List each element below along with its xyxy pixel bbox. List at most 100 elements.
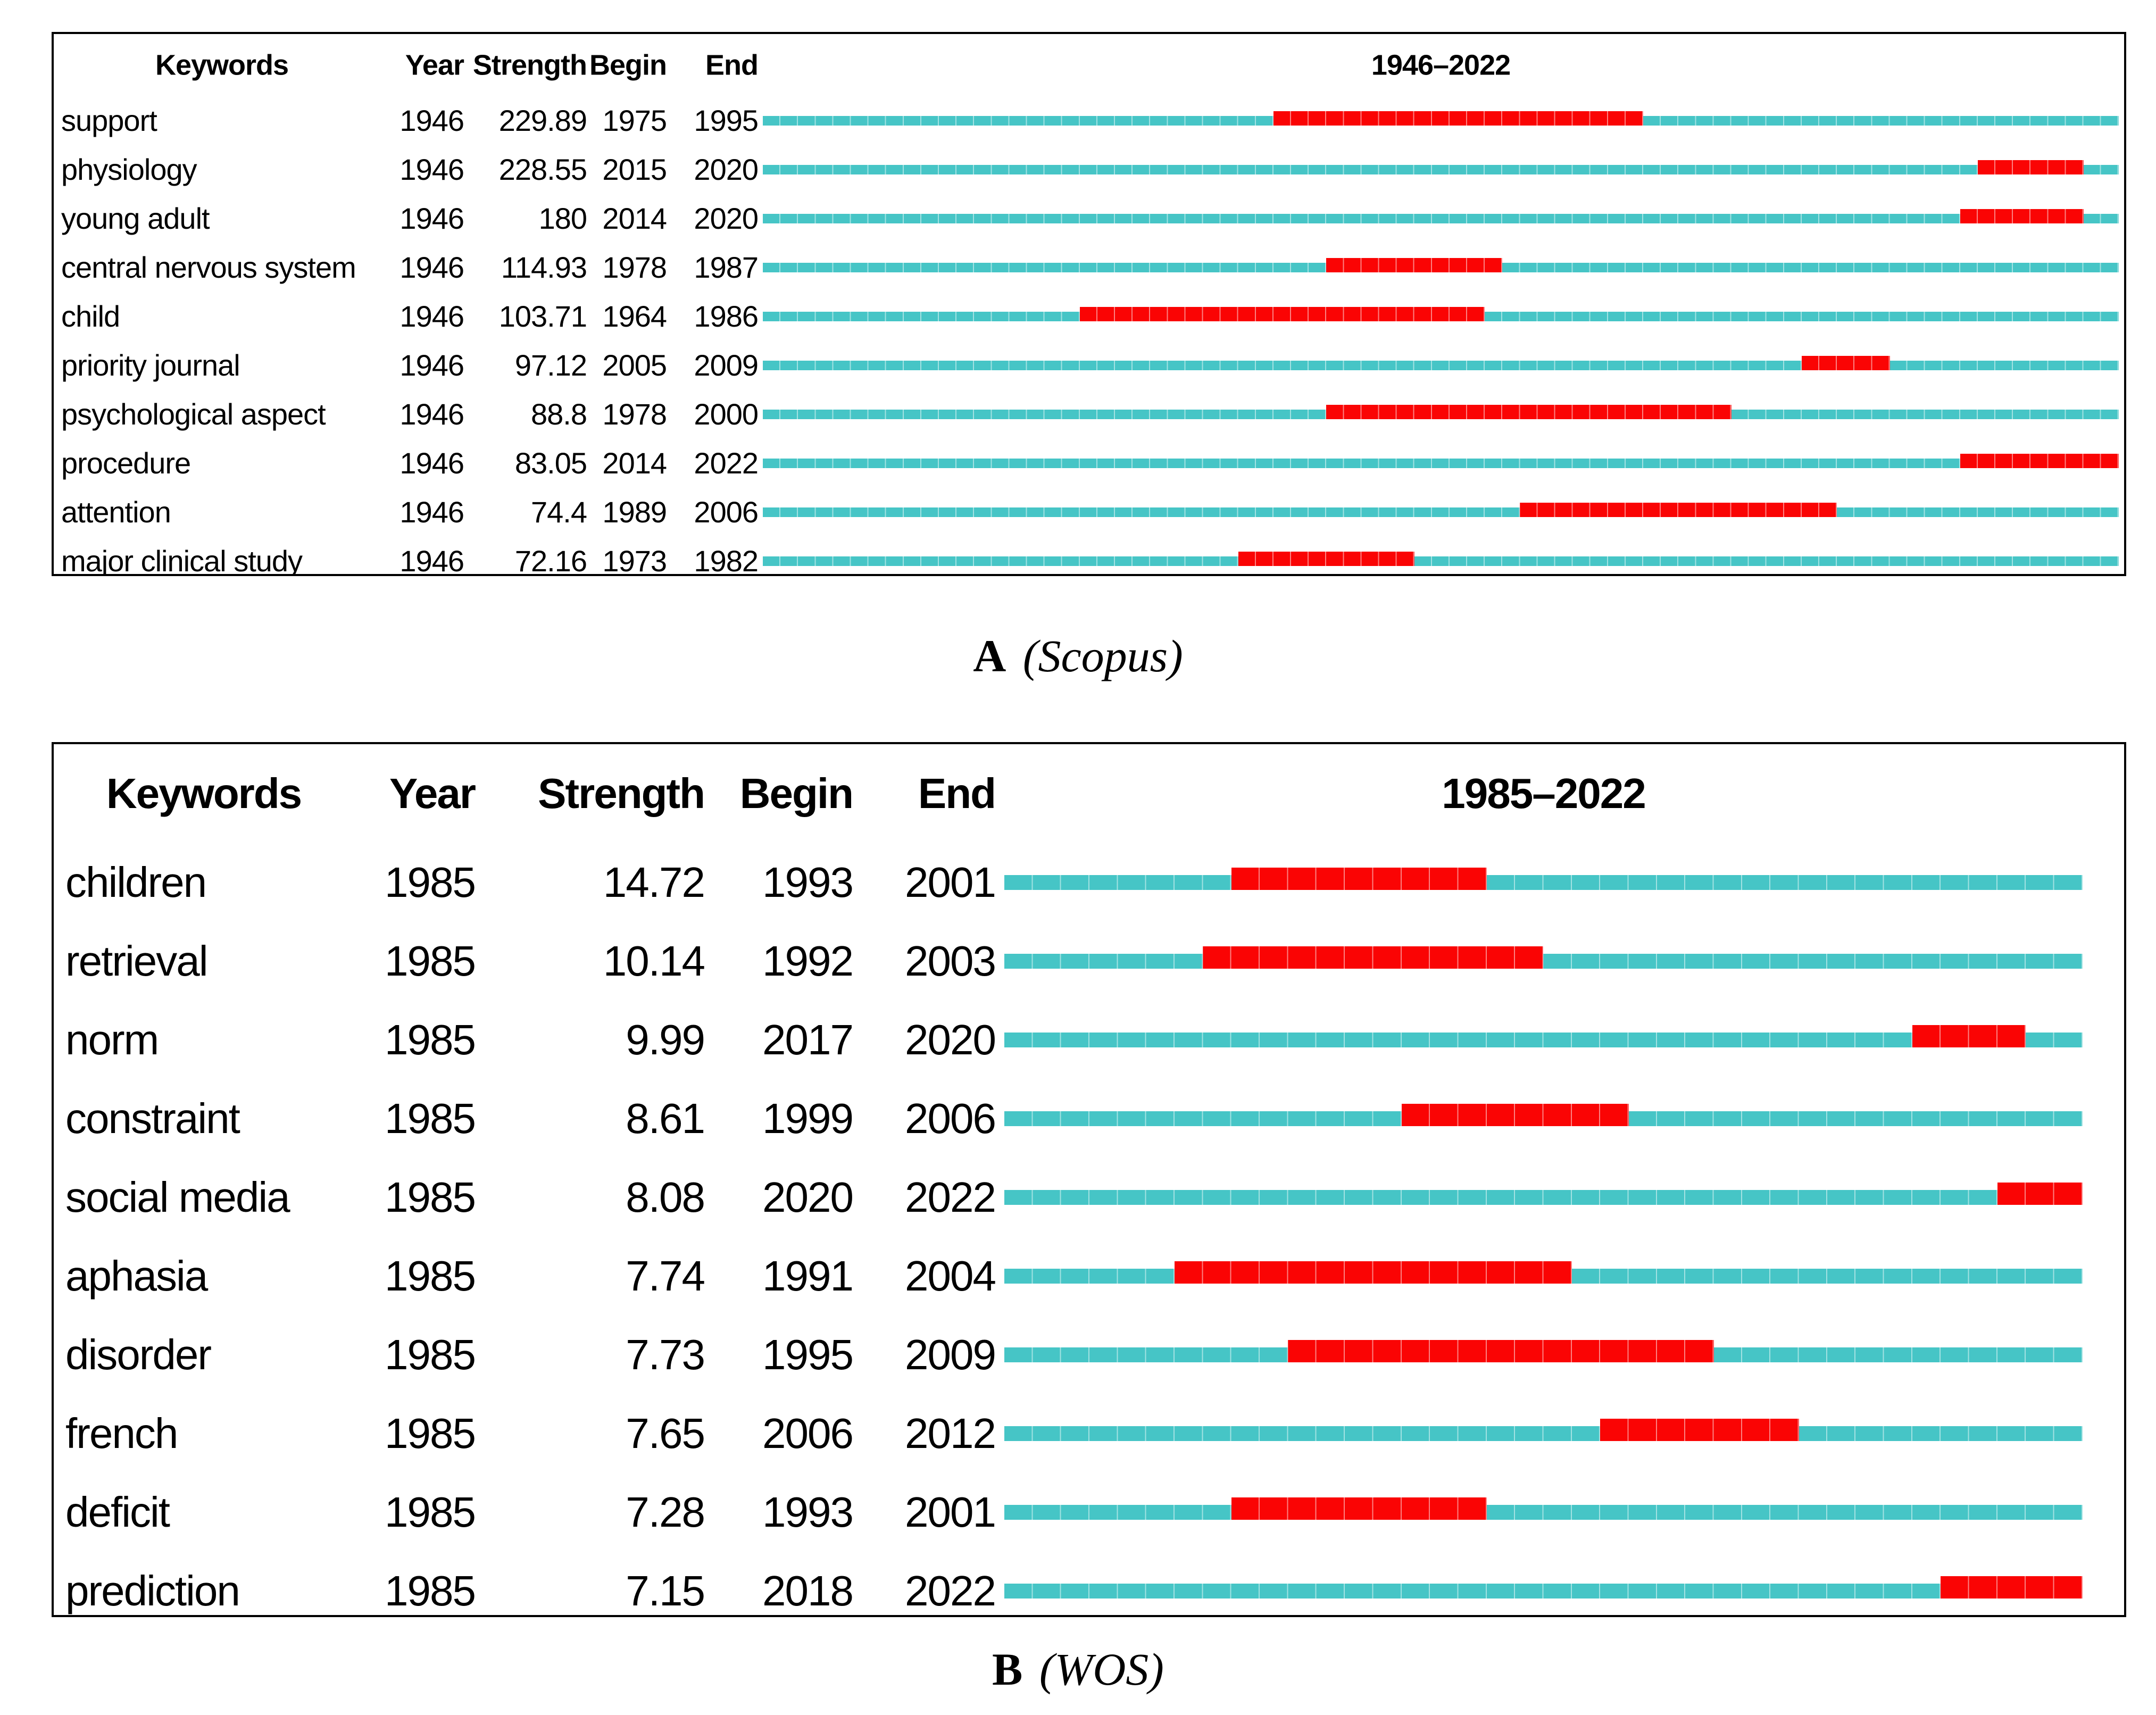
begin-value: 1993 xyxy=(762,859,854,906)
timeline xyxy=(763,488,2119,537)
end-value: 2022 xyxy=(905,1567,996,1614)
burst-row: psychological aspect 1946 88.8 1978 2000 xyxy=(54,390,2124,439)
end-value: 2006 xyxy=(694,495,759,529)
end-value: 2020 xyxy=(694,153,759,187)
burst-bar xyxy=(1941,1576,2083,1599)
burst-row: physiology 1946 228.55 2015 2020 xyxy=(54,145,2124,194)
burst-row: prediction 1985 7.15 2018 2022 xyxy=(54,1552,2124,1615)
begin-value: 1995 xyxy=(762,1331,854,1378)
burst-row: social media 1985 8.08 2020 2022 xyxy=(54,1158,2124,1237)
burst-bar xyxy=(1960,454,2119,468)
end-value: 2020 xyxy=(694,202,759,236)
burst-row: central nervous system 1946 114.93 1978 1987 xyxy=(54,243,2124,292)
burst-row: aphasia 1985 7.74 1991 2004 xyxy=(54,1237,2124,1316)
burst-bar xyxy=(1288,1340,1714,1362)
strength-value: 229.89 xyxy=(498,104,587,138)
year-value: 1946 xyxy=(399,397,464,431)
strength-value: 7.15 xyxy=(626,1567,705,1614)
timeline-track xyxy=(763,556,2119,566)
burst-bar xyxy=(1203,946,1544,969)
year-value: 1946 xyxy=(399,446,464,480)
keyword-label: child xyxy=(61,299,120,334)
strength-value: 8.61 xyxy=(626,1095,705,1142)
year-value: 1946 xyxy=(399,544,464,576)
keyword-label: physiology xyxy=(61,153,197,187)
begin-value: 1989 xyxy=(602,495,667,529)
caption-wos: B (WOS) xyxy=(0,1646,2156,1692)
column-header-year: Year xyxy=(405,48,464,81)
begin-value: 1978 xyxy=(602,397,667,431)
keyword-label: support xyxy=(61,104,157,138)
timeline xyxy=(763,145,2119,194)
timeline xyxy=(763,96,2119,145)
timeline-range-label: 1946–2022 xyxy=(1371,48,1511,81)
timeline xyxy=(1004,1552,2083,1615)
year-value: 1985 xyxy=(385,1488,476,1536)
timeline-track xyxy=(1004,1505,2083,1520)
year-value: 1985 xyxy=(385,1567,476,1614)
keyword-label: central nervous system xyxy=(61,251,356,285)
burst-bar xyxy=(1997,1183,2083,1205)
timeline-track xyxy=(1004,1190,2083,1205)
keyword-label: aphasia xyxy=(65,1252,208,1300)
keyword-label: constraint xyxy=(65,1095,240,1142)
burst-bar xyxy=(1231,868,1487,890)
end-value: 2009 xyxy=(694,348,759,382)
burst-row: major clinical study 1946 72.16 1973 1982 xyxy=(54,537,2124,576)
burst-bar xyxy=(1520,503,1837,517)
keyword-label: children xyxy=(65,859,207,906)
keyword-label: young adult xyxy=(61,202,210,236)
end-value: 1982 xyxy=(694,544,759,576)
strength-value: 14.72 xyxy=(603,859,705,906)
panel-header-row: Keywords Year Strength Begin End 1946–2022 xyxy=(54,34,2124,96)
begin-value: 2005 xyxy=(602,348,667,382)
end-value: 2009 xyxy=(905,1331,996,1378)
end-value: 2001 xyxy=(905,1488,996,1536)
panel-wos: Keywords Year Strength Begin End 1985–2022 chi… xyxy=(52,742,2126,1617)
burst-row: young adult 1946 180 2014 2020 xyxy=(54,194,2124,243)
column-header-strength: Strength xyxy=(473,48,587,81)
panel-header-row: Keywords Year Strength Begin End 1985–2022 xyxy=(54,744,2124,843)
end-value: 2004 xyxy=(905,1252,996,1300)
burst-row: priority journal 1946 97.12 2005 2009 xyxy=(54,341,2124,390)
strength-value: 103.71 xyxy=(498,299,587,334)
strength-value: 97.12 xyxy=(514,348,587,382)
timeline-track xyxy=(1004,875,2083,890)
begin-value: 1978 xyxy=(602,251,667,285)
end-value: 2012 xyxy=(905,1410,996,1457)
keyword-label: retrieval xyxy=(65,937,209,985)
keyword-label: french xyxy=(65,1410,178,1457)
year-value: 1946 xyxy=(399,251,464,285)
timeline xyxy=(763,439,2119,488)
timeline xyxy=(1004,1394,2083,1473)
end-value: 2022 xyxy=(694,446,759,480)
keyword-label: norm xyxy=(65,1016,159,1063)
begin-value: 2017 xyxy=(762,1016,854,1063)
strength-value: 7.74 xyxy=(626,1252,705,1300)
strength-value: 88.8 xyxy=(531,397,587,431)
keyword-label: disorder xyxy=(65,1331,212,1378)
timeline xyxy=(1004,1079,2083,1158)
timeline xyxy=(1004,1237,2083,1316)
burst-row: disorder 1985 7.73 1995 2009 xyxy=(54,1316,2124,1394)
year-value: 1985 xyxy=(385,1410,476,1457)
strength-value: 228.55 xyxy=(498,153,587,187)
begin-value: 2015 xyxy=(602,153,667,187)
begin-value: 1993 xyxy=(762,1488,854,1536)
caption-scopus-label: A xyxy=(973,630,1006,681)
begin-value: 2014 xyxy=(602,446,667,480)
burst-row: retrieval 1985 10.14 1992 2003 xyxy=(54,922,2124,1001)
timeline xyxy=(1004,1158,2083,1237)
burst-bar xyxy=(1326,258,1503,272)
burst-bar xyxy=(1960,209,2084,223)
year-value: 1946 xyxy=(399,348,464,382)
end-value: 2006 xyxy=(905,1095,996,1142)
strength-value: 9.99 xyxy=(626,1016,705,1063)
burst-bar xyxy=(1978,160,2084,174)
column-header-year: Year xyxy=(389,770,476,817)
keyword-label: major clinical study xyxy=(61,544,303,576)
keyword-label: priority journal xyxy=(61,348,240,382)
timeline xyxy=(763,390,2119,439)
keyword-label: deficit xyxy=(65,1488,170,1536)
year-value: 1946 xyxy=(399,495,464,529)
